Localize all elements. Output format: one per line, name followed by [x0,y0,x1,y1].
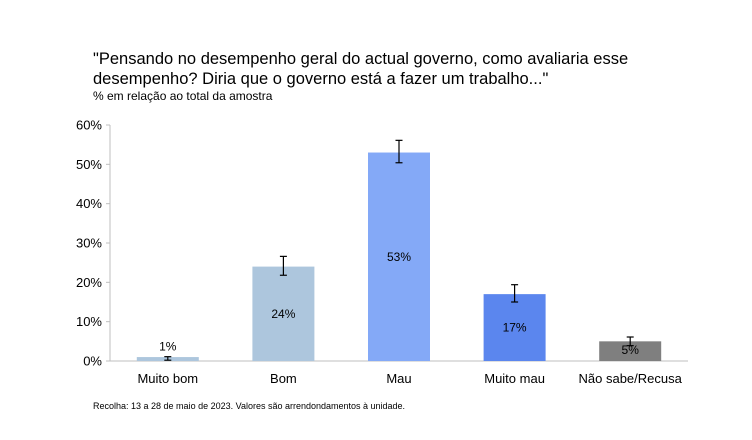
y-tick-label: 0% [83,354,102,369]
y-tick-label: 60% [76,118,102,133]
x-axis: Muito bom Bom Mau Muito mau Não sabe/Recusa [110,360,688,386]
y-tick-label: 50% [76,157,102,172]
bar [252,266,315,361]
category-label: Muito mau [484,371,545,386]
y-axis: 0% 10% 20% 30% 40% 50% 60% [76,118,111,369]
bar [599,341,662,361]
category-label: Bom [270,371,297,386]
chart-title: "Pensando no desempenho geral do actual … [93,50,629,88]
data-label: 5% [622,343,640,357]
bar [368,152,430,361]
bars: 1% 24% 53% 17% 5% [136,139,662,361]
category-label: Mau [386,371,411,386]
y-tick-label: 40% [76,196,102,211]
chart-footnote: Recolha: 13 a 28 de maio de 2023. Valore… [93,401,406,411]
data-label: 17% [503,321,527,335]
data-label: 53% [387,250,411,264]
chart-subtitle: % em relação ao total da amostra [93,89,273,103]
data-label: 24% [271,307,295,321]
data-label: 1% [159,340,177,354]
y-tick-label: 30% [76,236,102,251]
category-label: Muito bom [137,371,198,386]
bar [483,294,546,361]
category-label: Não sabe/Recusa [579,371,683,386]
y-tick-label: 20% [76,275,102,290]
y-tick-label: 10% [76,314,102,329]
